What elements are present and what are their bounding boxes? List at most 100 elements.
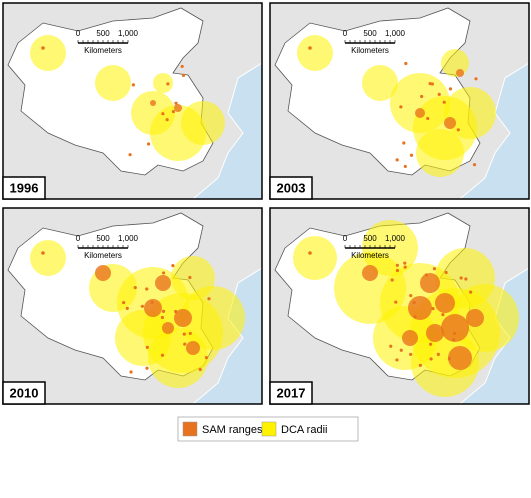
dca-circle bbox=[181, 286, 245, 350]
dca-circle bbox=[416, 129, 464, 177]
site-dot bbox=[183, 342, 187, 346]
scale-label: 0 bbox=[343, 29, 348, 38]
panel-border bbox=[2, 207, 263, 405]
scale-label: 1,000 bbox=[385, 234, 406, 243]
site-dot bbox=[133, 286, 137, 290]
site-dot bbox=[412, 300, 416, 305]
panel-border bbox=[269, 2, 530, 200]
site-dot bbox=[413, 315, 417, 319]
site-dot bbox=[181, 73, 186, 77]
site-dot bbox=[122, 300, 126, 305]
site-dot bbox=[402, 141, 406, 145]
site-dot bbox=[161, 112, 165, 116]
sam-circle bbox=[426, 324, 444, 342]
site-dot bbox=[429, 342, 433, 346]
site-dot bbox=[395, 268, 400, 273]
site-dot bbox=[464, 277, 468, 281]
site-dot bbox=[308, 46, 312, 50]
scale-unit: Kilometers bbox=[351, 251, 389, 260]
site-dot bbox=[389, 344, 393, 348]
site-dot bbox=[395, 358, 399, 362]
dca-circle bbox=[30, 35, 66, 71]
sam-circle bbox=[155, 275, 171, 291]
sam-circle bbox=[162, 322, 174, 334]
scale-unit: Kilometers bbox=[351, 46, 389, 55]
sam-circle bbox=[435, 293, 455, 313]
site-dot bbox=[409, 352, 413, 356]
legend-swatch bbox=[261, 421, 277, 437]
dca-circle bbox=[153, 73, 173, 93]
site-dot bbox=[424, 273, 428, 277]
site-dot bbox=[165, 118, 169, 122]
legend-box bbox=[177, 416, 359, 442]
site-dot bbox=[41, 46, 45, 50]
map-body bbox=[270, 208, 529, 404]
dca-circle bbox=[95, 65, 131, 101]
scale-unit: Kilometers bbox=[84, 251, 122, 260]
year-label: 2017 bbox=[277, 385, 306, 400]
site-dot bbox=[452, 331, 457, 335]
site-dot bbox=[188, 331, 192, 336]
year-box bbox=[269, 176, 313, 200]
site-dot bbox=[150, 300, 154, 304]
site-dot bbox=[161, 309, 166, 313]
scale-unit: Kilometers bbox=[84, 46, 122, 55]
site-dot bbox=[146, 142, 151, 146]
sam-circle bbox=[456, 69, 464, 77]
dca-circle bbox=[171, 256, 215, 300]
site-dot bbox=[207, 297, 211, 301]
site-dot bbox=[125, 306, 129, 310]
site-dot bbox=[447, 357, 452, 361]
sam-circle bbox=[362, 265, 378, 281]
site-dot bbox=[469, 290, 473, 294]
site-dot bbox=[160, 353, 165, 357]
site-dot bbox=[390, 278, 394, 282]
sam-circle bbox=[144, 299, 162, 317]
legend-label: SAM ranges bbox=[202, 424, 263, 436]
sam-circle bbox=[186, 341, 200, 355]
year-label: 2003 bbox=[277, 180, 306, 195]
map-body bbox=[270, 3, 529, 199]
year-box bbox=[269, 381, 313, 405]
sam-circle bbox=[408, 296, 432, 320]
site-dot bbox=[145, 345, 149, 349]
site-dot bbox=[399, 348, 403, 352]
sam-circle bbox=[466, 309, 484, 327]
site-dot bbox=[41, 251, 45, 255]
panel-border bbox=[2, 2, 263, 200]
site-dot bbox=[166, 82, 170, 86]
map-panel: 0 500 1,000 Kilometers 2017 bbox=[269, 207, 530, 405]
year-box bbox=[2, 176, 46, 200]
sam-circle bbox=[150, 100, 156, 106]
scale-label: 0 bbox=[76, 234, 81, 243]
year-label: 2010 bbox=[10, 385, 39, 400]
site-dot bbox=[180, 64, 184, 69]
site-dot bbox=[403, 261, 407, 265]
site-dot bbox=[432, 267, 437, 271]
map-panel: 0 500 1,000 Kilometers 1996 bbox=[2, 2, 263, 200]
site-dot bbox=[394, 300, 398, 304]
site-dot bbox=[174, 101, 178, 105]
site-dot bbox=[456, 128, 460, 132]
site-dot bbox=[459, 276, 463, 280]
site-dot bbox=[308, 251, 312, 255]
site-dot bbox=[140, 304, 144, 308]
site-dot bbox=[430, 82, 434, 86]
panel-border bbox=[269, 207, 530, 405]
site-dot bbox=[452, 338, 456, 342]
site-dot bbox=[198, 367, 202, 372]
sam-circle bbox=[415, 108, 425, 118]
site-dot bbox=[395, 158, 399, 162]
site-dot bbox=[441, 312, 445, 317]
site-dot bbox=[161, 271, 166, 275]
site-dot bbox=[448, 87, 453, 91]
sam-circle bbox=[420, 273, 440, 293]
year-label: 1996 bbox=[10, 180, 39, 195]
site-dot bbox=[403, 164, 407, 169]
sam-circle bbox=[448, 346, 472, 370]
year-box bbox=[2, 381, 46, 405]
legend-swatch bbox=[182, 421, 198, 437]
site-dot bbox=[128, 153, 132, 157]
map-body bbox=[3, 3, 262, 199]
